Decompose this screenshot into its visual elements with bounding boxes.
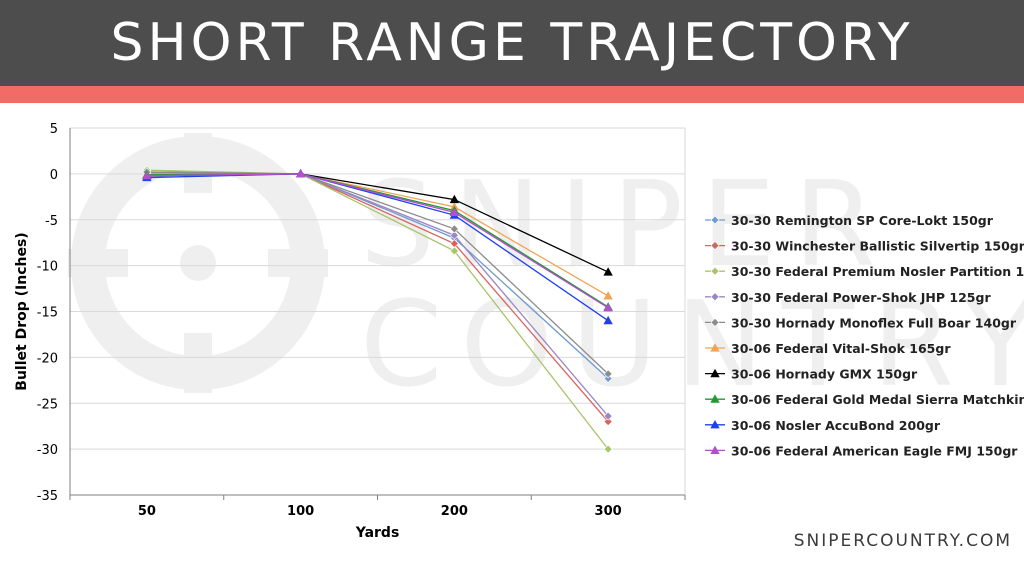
legend-marker: [710, 241, 720, 251]
legend-marker: [710, 394, 720, 403]
data-point: [295, 169, 306, 178]
data-point: [449, 224, 459, 234]
legend-label: 30-06 Federal Gold Medal Sierra Matchkin…: [731, 392, 1024, 407]
y-tick-label: 0: [50, 168, 58, 183]
y-axis-title: Bullet Drop (Inches): [14, 232, 30, 390]
legend-item: 30-06 Federal American Eagle FMJ 150gr: [705, 443, 1018, 458]
y-tick-label: -30: [37, 443, 58, 458]
data-point: [449, 230, 459, 240]
site-url: SNIPERCOUNTRY.COM: [793, 531, 1012, 551]
legend: 30-30 Remington SP Core-Lokt 150gr 30-30 …: [705, 213, 1024, 458]
series-line: [146, 171, 609, 375]
legend-marker: [710, 343, 720, 352]
legend-label: 30-30 Remington SP Core-Lokt 150gr: [731, 213, 994, 228]
series-line: [146, 169, 609, 450]
y-tick-label: -5: [45, 214, 58, 229]
y-tick-label: -10: [37, 260, 58, 275]
x-axis-title: Yards: [355, 525, 400, 541]
legend-item: 30-06 Nosler AccuBond 200gr: [705, 418, 941, 433]
series-layer: [142, 165, 613, 454]
y-tick-label: 5: [50, 122, 58, 137]
x-tick-label: 200: [441, 504, 468, 519]
gridlines: [70, 127, 686, 496]
x-tick-label: 300: [595, 504, 622, 519]
data-point: [603, 417, 613, 427]
chart-area: SNIPER COUNTRY 5 0 -5 -10 -15 -20 -25 -30 -35 50 1…: [0, 103, 1024, 559]
data-point: [449, 207, 460, 217]
y-tick-label: -15: [37, 306, 58, 321]
x-tick-label: 100: [287, 504, 314, 519]
legend-marker: [710, 445, 720, 455]
series-10: [142, 169, 613, 312]
legend-label: 30-30 Winchester Ballistic Silvertip 150…: [731, 239, 1024, 254]
legend-marker: [710, 419, 720, 429]
watermark-logo: SNIPER COUNTRY: [68, 133, 1024, 413]
data-point: [603, 374, 613, 383]
legend-item: 30-06 Federal Vital-Shok 165gr: [705, 341, 951, 356]
data-point: [603, 411, 613, 421]
legend-label: 30-06 Federal Vital-Shok 165gr: [731, 341, 951, 356]
legend-item: 30-30 Remington SP Core-Lokt 150gr: [705, 213, 994, 228]
legend-item: 30-06 Federal Gold Medal Sierra Matchkin…: [705, 392, 1024, 407]
accent-stripe: [0, 86, 1024, 103]
y-tick-label: -35: [37, 489, 58, 504]
data-point: [603, 444, 613, 454]
y-tick-label: -25: [37, 397, 58, 412]
legend-label: 30-06 Nosler AccuBond 200gr: [731, 418, 941, 433]
legend-label: 30-30 Hornady Monoflex Full Boar 140gr: [731, 315, 1017, 330]
legend-marker: [710, 292, 720, 302]
watermark-text-bottom: COUNTRY: [360, 275, 1024, 413]
legend-label: 30-06 Hornady GMX 150gr: [731, 367, 918, 382]
data-point: [603, 369, 613, 379]
data-point: [603, 267, 613, 276]
data-point: [603, 315, 613, 325]
legend-marker: [710, 215, 720, 225]
data-point: [142, 170, 152, 180]
legend-marker: [710, 368, 720, 378]
legend-item: 30-06 Hornady GMX 150gr: [705, 367, 918, 382]
legend-marker: [710, 266, 720, 276]
legend-label: 30-30 Federal Power-Shok JHP 125gr: [731, 290, 991, 305]
x-tick-label: 50: [138, 504, 156, 519]
legend-marker: [710, 317, 720, 327]
banner-title: SHORT RANGE TRAJECTORY: [110, 13, 914, 73]
data-point: [603, 291, 613, 300]
series-line: [146, 173, 609, 309]
legend-label: 30-06 Federal American Eagle FMJ 150gr: [731, 443, 1018, 458]
legend-item: 30-30 Federal Power-Shok JHP 125gr: [705, 290, 991, 305]
watermark-text-top: SNIPER: [360, 155, 894, 293]
legend-item: 30-30 Winchester Ballistic Silvertip 150…: [705, 239, 1024, 254]
data-point: [449, 246, 459, 256]
data-point: [449, 194, 460, 204]
series-line: [146, 173, 609, 322]
legend-item: 30-30 Hornady Monoflex Full Boar 140gr: [705, 315, 1017, 330]
title-banner: SHORT RANGE TRAJECTORY: [0, 0, 1024, 86]
legend-item: 30-30 Federal Premium Nosler Partition 1…: [705, 264, 1024, 279]
y-tick-label: -20: [37, 351, 58, 366]
legend-label: 30-30 Federal Premium Nosler Partition 1…: [731, 264, 1024, 279]
data-point: [603, 303, 613, 312]
